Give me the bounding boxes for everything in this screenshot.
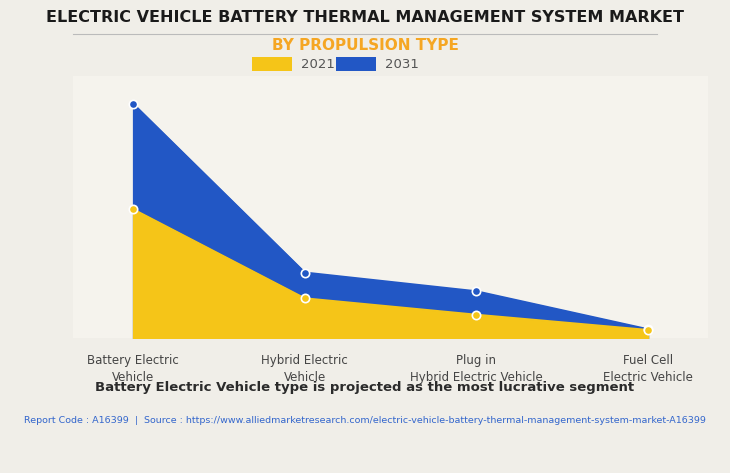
Text: 2031: 2031 [385, 58, 418, 71]
Text: Battery Electric Vehicle type is projected as the most lucrative segment: Battery Electric Vehicle type is project… [96, 381, 634, 394]
Text: BY PROPULSION TYPE: BY PROPULSION TYPE [272, 38, 458, 53]
Text: 2021: 2021 [301, 58, 334, 71]
Text: ELECTRIC VEHICLE BATTERY THERMAL MANAGEMENT SYSTEM MARKET: ELECTRIC VEHICLE BATTERY THERMAL MANAGEM… [46, 10, 684, 26]
Text: Report Code : A16399  |  Source : https://www.alliedmarketresearch.com/electric-: Report Code : A16399 | Source : https://… [24, 416, 706, 425]
